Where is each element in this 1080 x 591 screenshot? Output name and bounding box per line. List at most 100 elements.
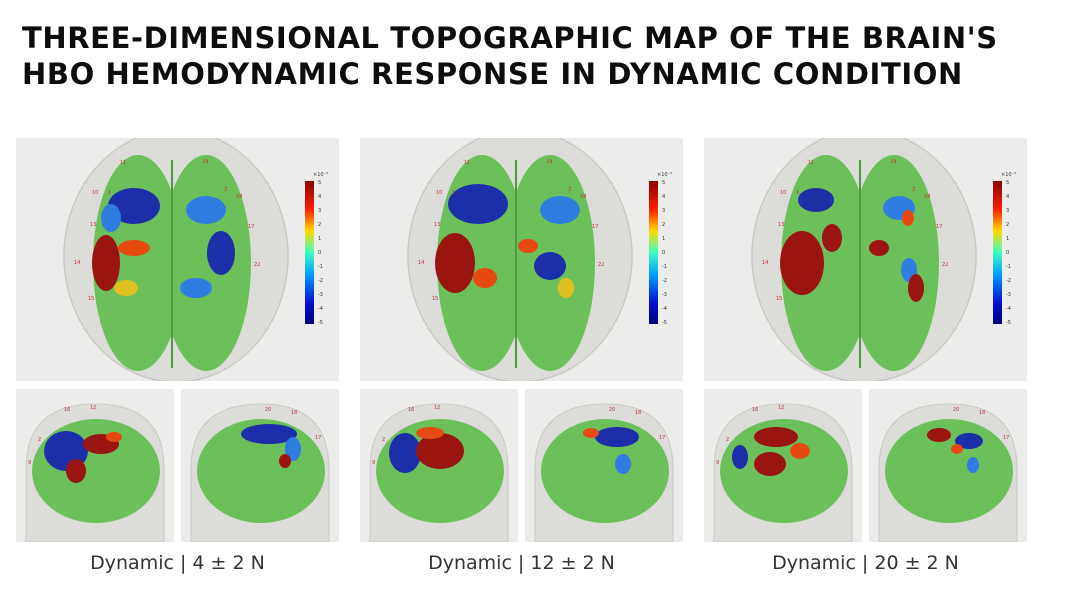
colorbar-exponent: ×10⁻⁵ xyxy=(657,172,672,178)
activation-low xyxy=(955,433,983,449)
colorbar-tick-label: -5 xyxy=(662,320,667,326)
channel-label: 17 xyxy=(248,224,254,230)
activation-low xyxy=(285,437,301,461)
channel-label: 11 xyxy=(464,160,470,166)
channel-label: 11 xyxy=(120,160,126,166)
condition-caption: Dynamic | 4 ± 2 N xyxy=(90,552,265,574)
channel-label: 19 xyxy=(202,159,208,165)
colorbar-tick-label: 2 xyxy=(1006,222,1009,228)
activation-high xyxy=(92,235,120,291)
channel-label: 3 xyxy=(912,187,915,193)
activation-high xyxy=(927,428,951,442)
activation-low xyxy=(207,231,235,275)
condition-caption: Dynamic | 12 ± 2 N xyxy=(428,552,615,574)
brain-lateral xyxy=(720,419,848,523)
channel-label: 12 xyxy=(778,405,784,411)
channel-label: 17 xyxy=(592,224,598,230)
channel-label: 16 xyxy=(408,407,414,413)
activation-high xyxy=(416,433,464,469)
colorbar-tick-label: 3 xyxy=(318,208,321,214)
colorbar-tick-label: 0 xyxy=(662,250,665,256)
colorbar-tick-label: 5 xyxy=(1006,180,1009,186)
channel-label: 17 xyxy=(659,435,665,441)
channel-label: 16 xyxy=(64,407,70,413)
colorbar-tick-label: 4 xyxy=(318,194,321,200)
activation-high xyxy=(869,240,889,256)
channel-label: 15 xyxy=(776,296,782,302)
colorbar-tick-label: -2 xyxy=(662,278,667,284)
channel-label: 18 xyxy=(236,194,242,200)
channel-label: 19 xyxy=(546,159,552,165)
colorbar-tick-label: 2 xyxy=(662,222,665,228)
channel-label: 16 xyxy=(752,407,758,413)
activation-low xyxy=(101,204,121,232)
right-side-view-panel-2: 20 18 17 xyxy=(525,389,683,542)
activation-low xyxy=(540,196,580,224)
colorbar-tick-label: -5 xyxy=(318,320,323,326)
activation-low xyxy=(732,445,748,469)
activation-low xyxy=(534,252,566,280)
channel-label: 10 xyxy=(436,190,442,196)
channel-label: 1 xyxy=(452,190,455,196)
channel-label: 19 xyxy=(890,159,896,165)
activation-mid xyxy=(106,432,122,442)
channel-label: 22 xyxy=(254,262,260,268)
channel-label: 10 xyxy=(780,190,786,196)
colorbar-tick-label: -1 xyxy=(662,264,667,270)
colorbar-exponent: ×10⁻⁵ xyxy=(313,172,328,178)
channel-label: 9 xyxy=(28,460,31,466)
right-side-view-panel-1: 20 18 17 xyxy=(181,389,339,542)
activation-mid xyxy=(951,444,963,454)
channel-label: 17 xyxy=(936,224,942,230)
colorbar-tick-label: -4 xyxy=(318,306,323,312)
colorbar-tick-label: 4 xyxy=(662,194,665,200)
channel-label: 20 xyxy=(265,407,271,413)
channel-label: 22 xyxy=(942,262,948,268)
channel-label: 3 xyxy=(224,187,227,193)
activation-mid xyxy=(558,278,574,298)
channel-label: 13 xyxy=(778,222,784,228)
activation-low xyxy=(615,454,631,474)
channel-label: 14 xyxy=(418,260,424,266)
activation-high xyxy=(780,231,824,295)
colorbar-tick-label: -4 xyxy=(1006,306,1011,312)
channel-label: 18 xyxy=(291,410,297,416)
colorbar-tick-label: 2 xyxy=(318,222,321,228)
activation-high xyxy=(66,459,86,483)
left-side-view-panel-1: 2 16 12 9 xyxy=(16,389,174,542)
activation-mid xyxy=(583,428,599,438)
channel-label: 9 xyxy=(716,460,719,466)
activation-high xyxy=(754,452,786,476)
activation-high xyxy=(908,274,924,302)
colorbar xyxy=(993,181,1002,324)
colorbar xyxy=(305,181,314,324)
channel-label: 12 xyxy=(90,405,96,411)
channel-label: 11 xyxy=(808,160,814,166)
channel-label: 2 xyxy=(38,437,41,443)
colorbar-tick-label: -1 xyxy=(1006,264,1011,270)
page-title: THREE-DIMENSIONAL TOPOGRAPHIC MAP OF THE… xyxy=(22,20,1062,92)
colorbar-tick-label: 1 xyxy=(318,236,321,242)
colorbar-tick-label: -3 xyxy=(1006,292,1011,298)
channel-label: 12 xyxy=(434,405,440,411)
channel-label: 17 xyxy=(315,435,321,441)
channel-label: 22 xyxy=(598,262,604,268)
activation-mid xyxy=(902,210,914,226)
activation-mid xyxy=(790,443,810,459)
channel-label: 18 xyxy=(580,194,586,200)
colorbar xyxy=(649,181,658,324)
colorbar-exponent: ×10⁻⁵ xyxy=(1001,172,1016,178)
colorbar-tick-label: 0 xyxy=(318,250,321,256)
channel-label: 13 xyxy=(90,222,96,228)
activation-low xyxy=(186,196,226,224)
channel-label: 18 xyxy=(924,194,930,200)
activation-low xyxy=(241,424,297,444)
channel-label: 15 xyxy=(432,296,438,302)
colorbar-tick-label: 1 xyxy=(1006,236,1009,242)
channel-label: 18 xyxy=(979,410,985,416)
title-line-1: THREE-DIMENSIONAL TOPOGRAPHIC MAP OF THE… xyxy=(22,21,998,55)
activation-low xyxy=(180,278,212,298)
activation-low xyxy=(967,457,979,473)
